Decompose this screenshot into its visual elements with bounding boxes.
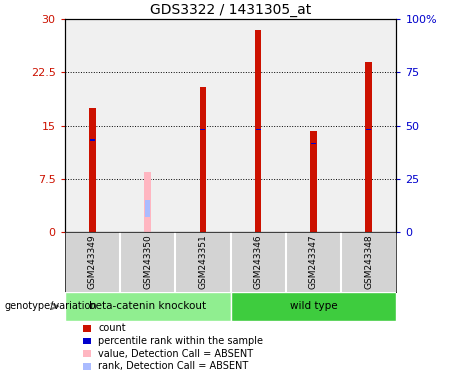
Bar: [255, 30, 261, 232]
Bar: [366, 129, 372, 130]
Bar: [200, 129, 206, 130]
Bar: [89, 108, 95, 232]
Text: genotype/variation: genotype/variation: [5, 301, 97, 311]
Bar: [200, 87, 206, 232]
Text: GSM243346: GSM243346: [254, 235, 263, 290]
Text: wild type: wild type: [290, 301, 337, 311]
Text: count: count: [98, 323, 126, 333]
Bar: [310, 131, 317, 232]
Bar: [145, 200, 150, 217]
Text: GSM243348: GSM243348: [364, 235, 373, 290]
Text: GSM243350: GSM243350: [143, 235, 152, 290]
Bar: [255, 129, 261, 130]
Text: GSM243347: GSM243347: [309, 235, 318, 290]
Bar: [311, 143, 316, 144]
Bar: [366, 62, 372, 232]
Bar: [89, 139, 95, 141]
Text: rank, Detection Call = ABSENT: rank, Detection Call = ABSENT: [98, 361, 248, 371]
Title: GDS3322 / 1431305_at: GDS3322 / 1431305_at: [150, 3, 311, 17]
Text: GSM243351: GSM243351: [198, 235, 207, 290]
Bar: [144, 172, 151, 232]
Text: percentile rank within the sample: percentile rank within the sample: [98, 336, 263, 346]
Text: value, Detection Call = ABSENT: value, Detection Call = ABSENT: [98, 349, 253, 359]
Bar: [230, 292, 396, 321]
Text: GSM243349: GSM243349: [88, 235, 97, 290]
Bar: [65, 292, 230, 321]
Text: beta-catenin knockout: beta-catenin knockout: [89, 301, 206, 311]
